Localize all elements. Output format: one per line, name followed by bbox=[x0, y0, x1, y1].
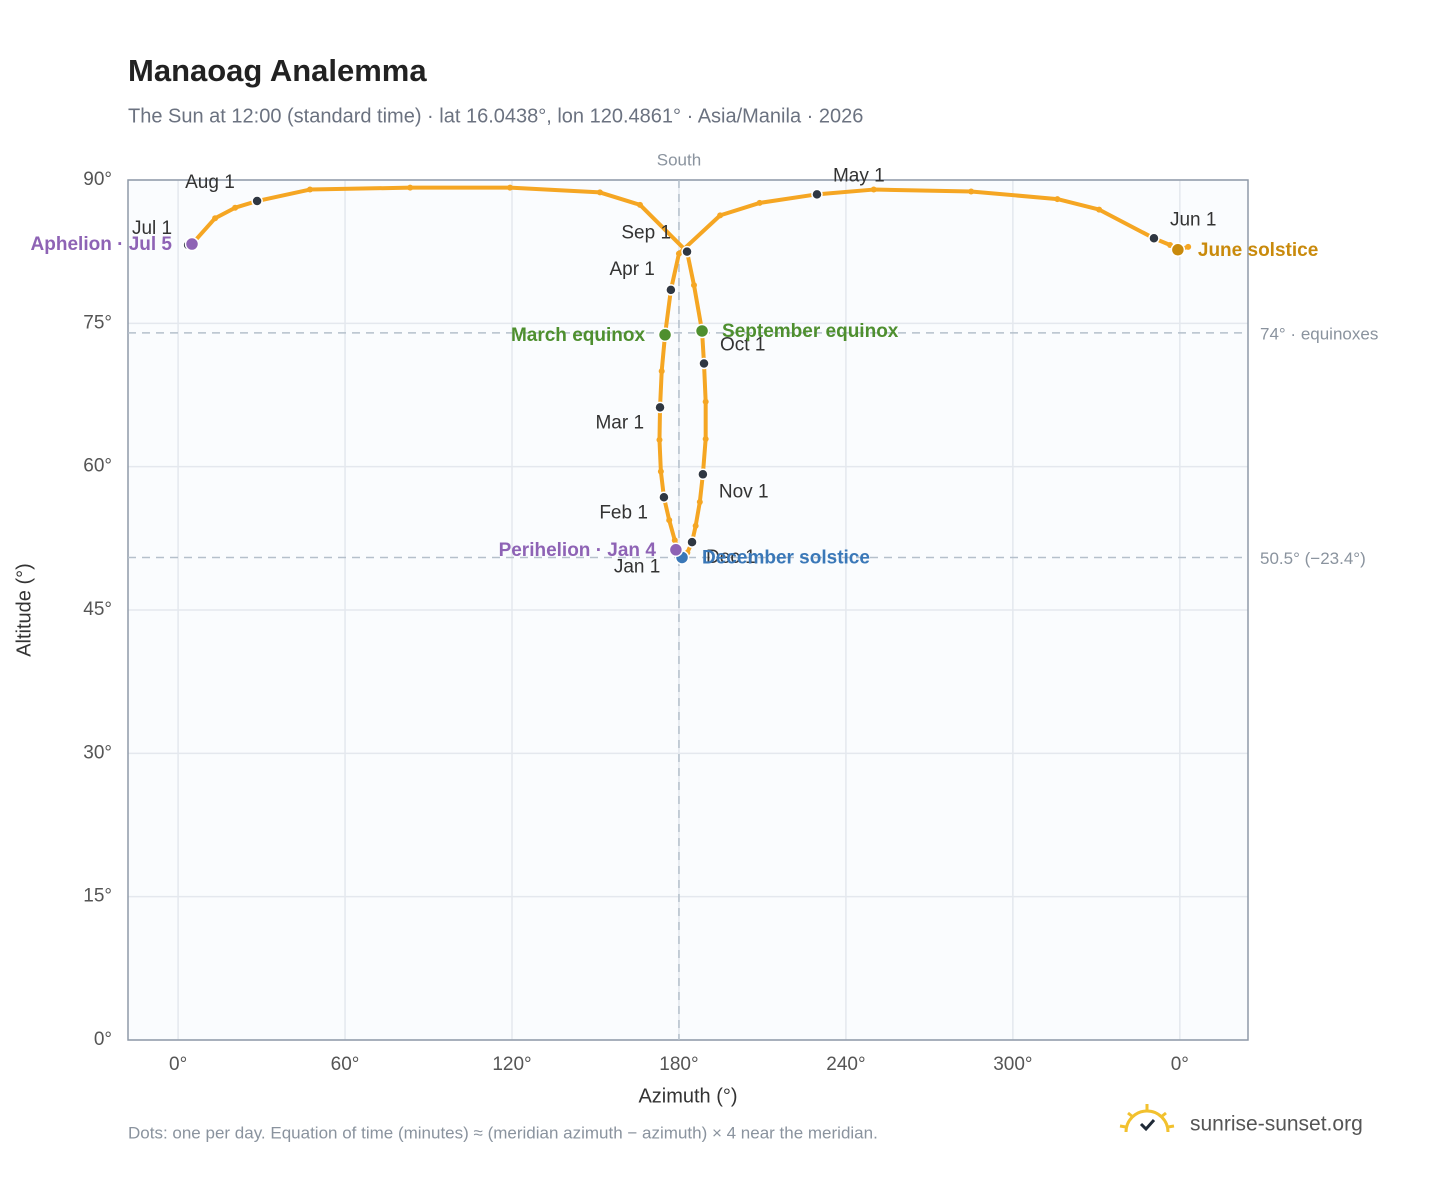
day-dot bbox=[658, 368, 665, 375]
month-label: Aug 1 bbox=[185, 172, 235, 193]
event-label: June solstice bbox=[1198, 240, 1318, 261]
event-marker bbox=[694, 323, 710, 339]
brand-logo bbox=[1119, 1104, 1175, 1133]
x-tick-label: 300° bbox=[993, 1054, 1032, 1075]
y-axis-label: Altitude (°) bbox=[13, 563, 35, 657]
event-label: March equinox bbox=[511, 325, 646, 346]
event-marker bbox=[1170, 242, 1186, 258]
day-dot bbox=[596, 189, 603, 196]
y-tick-label: 15° bbox=[83, 886, 112, 907]
x-tick-label: 240° bbox=[826, 1054, 865, 1075]
event-marker bbox=[668, 542, 684, 558]
day-dot bbox=[1185, 243, 1192, 250]
day-dot bbox=[212, 215, 219, 222]
day-dot bbox=[637, 201, 643, 208]
month-label: Nov 1 bbox=[719, 481, 769, 502]
event-marker bbox=[184, 236, 200, 252]
day-dot bbox=[692, 522, 699, 529]
y-tick-label: 0° bbox=[94, 1029, 112, 1050]
month-label: May 1 bbox=[833, 165, 885, 186]
day-dot bbox=[306, 186, 313, 193]
brand: sunrise-sunset.org bbox=[1190, 1113, 1363, 1136]
day-dot bbox=[870, 186, 877, 193]
y-tick-label: 75° bbox=[83, 312, 112, 333]
x-axis-label: Azimuth (°) bbox=[638, 1085, 737, 1107]
day-dot bbox=[756, 199, 763, 206]
chart-subtitle: The Sun at 12:00 (standard time) · lat 1… bbox=[128, 105, 863, 127]
y-tick-label: 45° bbox=[83, 599, 112, 620]
x-tick-label: 60° bbox=[331, 1054, 360, 1075]
day-dot bbox=[656, 436, 663, 443]
month-label: Feb 1 bbox=[599, 502, 648, 523]
month-marker bbox=[697, 468, 709, 481]
event-label: Aphelion · Jul 5 bbox=[31, 234, 173, 255]
month-marker bbox=[811, 188, 823, 201]
reference-label: 74° · equinoxes bbox=[1260, 324, 1378, 343]
analemma-line bbox=[657, 187, 1191, 556]
day-dot bbox=[232, 204, 239, 211]
x-tick-label: 180° bbox=[659, 1054, 698, 1075]
month-marker bbox=[654, 401, 666, 414]
month-label: Sep 1 bbox=[621, 223, 671, 244]
event-label: September equinox bbox=[722, 321, 899, 342]
day-dot bbox=[666, 517, 673, 524]
event-label: Perihelion · Jan 4 bbox=[499, 540, 657, 561]
day-dot bbox=[407, 184, 414, 191]
reference-label: 50.5° (−23.4°) bbox=[1260, 549, 1366, 568]
month-label: Mar 1 bbox=[595, 412, 644, 433]
month-label: Jan 1 bbox=[614, 557, 660, 578]
day-dot bbox=[1054, 196, 1061, 203]
month-label: Oct 1 bbox=[720, 334, 765, 355]
event-marker bbox=[657, 327, 673, 343]
event-label: December solstice bbox=[702, 547, 870, 568]
day-dot bbox=[696, 499, 703, 506]
month-marker bbox=[681, 245, 693, 258]
month-label: Jun 1 bbox=[1170, 209, 1216, 230]
y-tick-label: 60° bbox=[83, 456, 112, 477]
month-marker bbox=[251, 195, 263, 207]
day-dot bbox=[717, 212, 724, 219]
day-dot bbox=[702, 398, 709, 405]
x-tick-label: 120° bbox=[492, 1054, 531, 1075]
month-label: Jul 1 bbox=[132, 218, 172, 239]
reference-label: South bbox=[657, 150, 701, 169]
x-tick-label: 0° bbox=[169, 1054, 187, 1075]
footnote: Dots: one per day. Equation of time (min… bbox=[128, 1123, 878, 1142]
month-label: Dec 1 bbox=[706, 547, 756, 568]
day-dot bbox=[657, 468, 664, 475]
month-marker bbox=[1148, 232, 1160, 245]
day-dot bbox=[702, 435, 709, 442]
plot-frame bbox=[127, 179, 1249, 1041]
month-label: Apr 1 bbox=[609, 259, 654, 280]
x-tick-label: 0° bbox=[1171, 1054, 1189, 1075]
day-dot bbox=[675, 250, 682, 257]
y-tick-label: 30° bbox=[83, 742, 112, 763]
day-dot bbox=[671, 537, 678, 544]
month-marker bbox=[658, 491, 670, 503]
day-dot bbox=[968, 188, 975, 195]
chart-title: Manaoag Analemma bbox=[128, 53, 427, 88]
month-marker bbox=[665, 284, 677, 296]
day-dot bbox=[1096, 206, 1103, 213]
day-dot bbox=[507, 184, 514, 191]
month-marker bbox=[698, 357, 710, 370]
month-marker bbox=[686, 536, 698, 548]
day-dot bbox=[690, 282, 697, 289]
y-tick-label: 90° bbox=[83, 169, 112, 190]
